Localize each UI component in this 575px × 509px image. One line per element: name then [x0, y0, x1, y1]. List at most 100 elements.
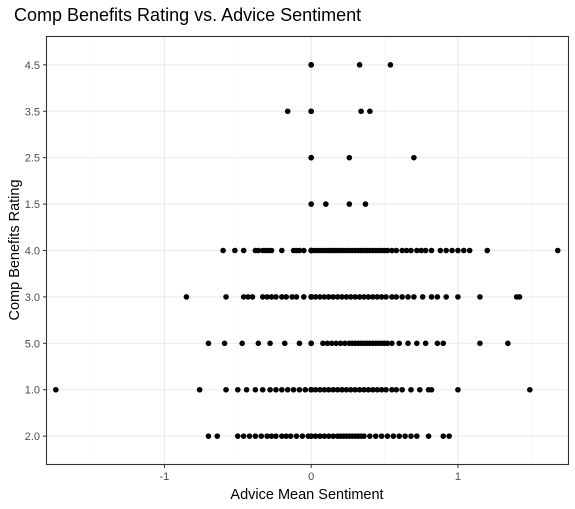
data-point [284, 386, 291, 393]
data-point [221, 340, 228, 347]
y-tick-label: 5.0 [25, 338, 40, 350]
data-point [405, 294, 411, 300]
data-point [399, 294, 405, 300]
data-point [312, 433, 319, 439]
y-tick-label: 2.5 [25, 153, 40, 165]
data-point [325, 294, 332, 300]
data-point [308, 108, 314, 115]
data-point [440, 340, 447, 347]
data-point [446, 433, 452, 439]
data-point [339, 386, 345, 393]
data-point [243, 386, 250, 393]
data-point [396, 340, 403, 347]
data-point [428, 247, 435, 254]
x-tick-label: -1 [160, 471, 170, 483]
data-point [290, 386, 297, 393]
data-point [183, 294, 190, 300]
data-point [293, 433, 300, 439]
data-point [443, 247, 449, 254]
data-point [293, 294, 300, 300]
data-point [422, 340, 429, 347]
data-point [324, 340, 331, 347]
data-point [246, 433, 253, 439]
data-point [317, 433, 323, 439]
data-point [408, 386, 414, 393]
data-point [334, 386, 341, 393]
data-point [554, 247, 561, 254]
data-point [321, 294, 328, 300]
data-point [308, 62, 314, 68]
data-point [347, 294, 354, 300]
data-point [378, 433, 385, 439]
data-point [356, 386, 363, 393]
y-tick-label: 3.0 [25, 292, 40, 304]
data-point [283, 433, 290, 439]
data-point [330, 386, 336, 393]
data-point [361, 386, 367, 393]
data-point [301, 294, 307, 300]
data-point [461, 247, 467, 254]
data-point [422, 247, 429, 254]
data-point [411, 154, 417, 161]
data-point [245, 294, 251, 300]
data-point [356, 62, 363, 68]
data-point [347, 386, 354, 393]
data-point [234, 386, 241, 393]
data-point [434, 294, 441, 300]
data-point [317, 294, 323, 300]
data-point [361, 294, 367, 300]
y-tick-label: 2.0 [25, 431, 40, 443]
data-point [279, 294, 285, 300]
data-point [308, 201, 314, 207]
data-point [330, 433, 336, 439]
data-point [301, 247, 307, 254]
data-point [361, 433, 367, 439]
data-point [362, 201, 369, 207]
data-point [296, 386, 303, 393]
data-point [455, 247, 461, 254]
data-point [383, 294, 389, 300]
data-point [466, 247, 473, 254]
data-point [414, 247, 420, 254]
data-point [505, 340, 511, 347]
data-point [334, 294, 341, 300]
data-point [437, 247, 444, 254]
data-point [425, 433, 432, 439]
data-point [343, 294, 350, 300]
data-point [268, 247, 275, 254]
y-axis: 2.0 1.0 5.0 3.0 4.0 1.5 2.5 3.5 4.5 [25, 60, 47, 443]
data-point [405, 340, 411, 347]
data-point [259, 386, 266, 393]
data-point [393, 386, 400, 393]
data-point [378, 386, 385, 393]
data-point [428, 386, 435, 393]
data-point [232, 247, 238, 254]
data-point [358, 108, 364, 115]
data-point [320, 340, 326, 347]
data-point [389, 340, 395, 347]
data-point [252, 433, 259, 439]
data-point [267, 340, 273, 347]
data-point [330, 294, 336, 300]
x-tick-label: 0 [308, 471, 314, 483]
data-point [223, 294, 229, 300]
data-point [205, 433, 212, 439]
data-point [220, 247, 226, 254]
data-point [296, 340, 303, 347]
data-point [281, 340, 288, 347]
data-point [273, 294, 279, 300]
data-point [255, 247, 262, 254]
data-point [308, 294, 314, 300]
data-point [383, 386, 389, 393]
data-point [339, 294, 345, 300]
data-point [365, 386, 372, 393]
data-point [477, 340, 483, 347]
data-points [53, 62, 561, 439]
data-point [205, 340, 212, 347]
y-tick-label: 3.5 [25, 106, 40, 118]
data-point [321, 386, 328, 393]
data-point [296, 247, 303, 254]
data-point [53, 386, 59, 393]
data-point [308, 340, 314, 347]
data-point [390, 433, 397, 439]
